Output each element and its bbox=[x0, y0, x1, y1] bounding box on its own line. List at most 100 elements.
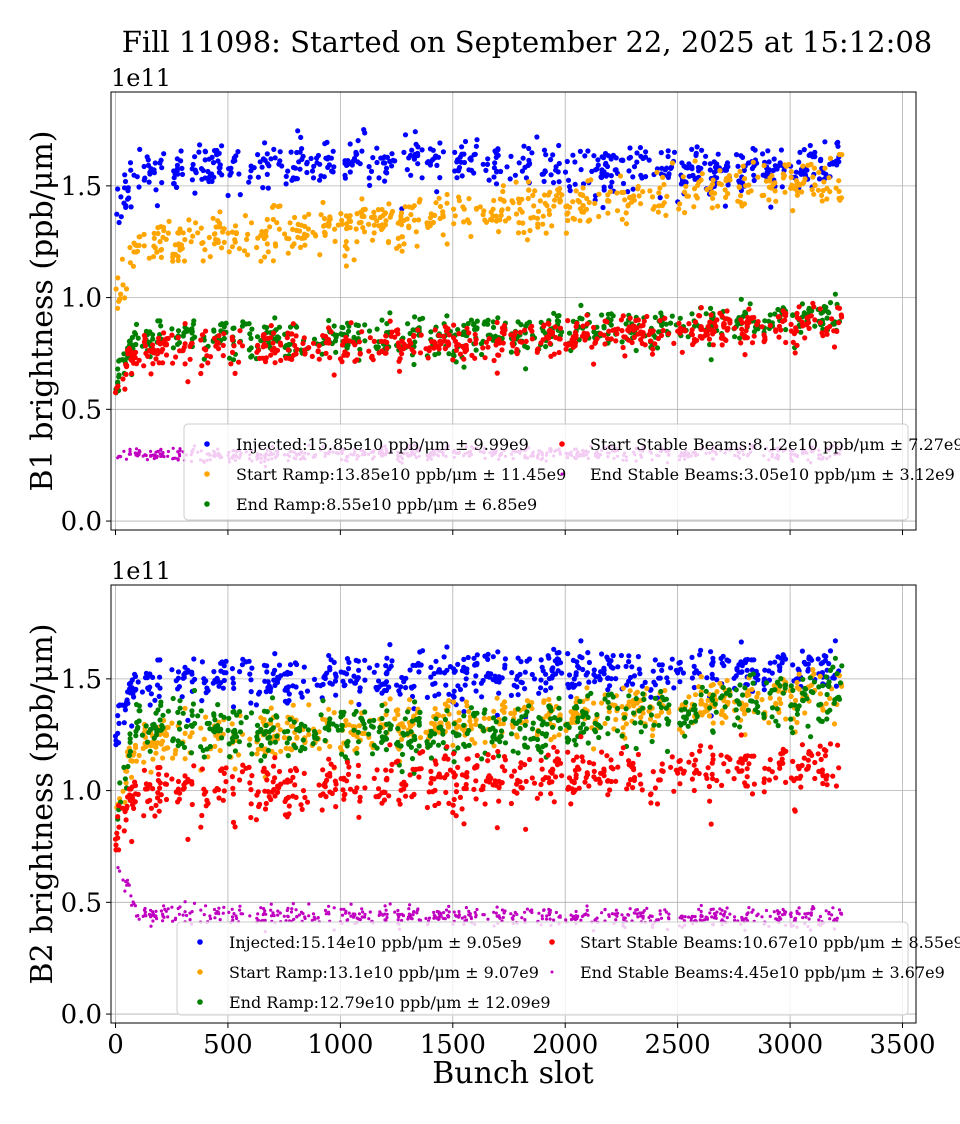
data-point bbox=[710, 656, 715, 661]
data-point bbox=[362, 678, 367, 683]
data-point bbox=[255, 343, 260, 348]
data-point bbox=[374, 146, 379, 151]
data-point bbox=[233, 766, 238, 771]
data-point bbox=[549, 667, 554, 672]
data-point bbox=[302, 746, 307, 751]
data-point bbox=[370, 354, 375, 359]
data-point bbox=[556, 718, 561, 723]
data-point bbox=[768, 205, 773, 210]
data-point bbox=[666, 331, 671, 336]
data-point bbox=[379, 682, 384, 687]
data-point bbox=[389, 151, 394, 156]
data-point bbox=[230, 350, 235, 355]
data-point bbox=[656, 723, 661, 728]
data-point bbox=[580, 193, 585, 198]
data-point bbox=[435, 712, 440, 717]
data-point bbox=[302, 665, 307, 670]
data-point bbox=[788, 717, 793, 722]
data-point bbox=[810, 667, 815, 672]
data-point bbox=[270, 695, 275, 700]
data-point bbox=[473, 722, 478, 727]
data-point bbox=[133, 249, 138, 254]
data-point bbox=[131, 353, 136, 358]
data-point bbox=[766, 197, 771, 202]
data-point bbox=[433, 327, 438, 332]
data-point bbox=[690, 327, 695, 332]
data-point bbox=[265, 217, 270, 222]
data-point bbox=[595, 157, 600, 162]
data-point bbox=[437, 196, 442, 201]
data-point bbox=[437, 667, 442, 672]
data-point bbox=[388, 319, 393, 324]
data-point bbox=[451, 730, 456, 735]
data-point bbox=[278, 749, 283, 754]
data-point bbox=[516, 706, 521, 711]
data-point bbox=[301, 737, 306, 742]
data-point bbox=[749, 316, 754, 321]
data-point bbox=[397, 220, 402, 225]
data-point bbox=[122, 172, 127, 177]
data-point bbox=[405, 321, 410, 326]
data-point bbox=[536, 691, 541, 696]
data-point bbox=[294, 347, 299, 352]
data-point bbox=[127, 245, 132, 250]
data-point bbox=[352, 257, 357, 262]
data-point bbox=[405, 709, 410, 714]
data-point bbox=[282, 735, 287, 740]
data-point bbox=[199, 698, 204, 703]
data-point bbox=[157, 160, 162, 165]
data-point bbox=[621, 334, 626, 339]
data-point bbox=[371, 215, 376, 220]
data-point bbox=[491, 654, 496, 659]
data-point bbox=[556, 190, 561, 195]
x-tick-label: 1500 bbox=[420, 1030, 486, 1060]
data-point bbox=[425, 805, 430, 810]
data-point bbox=[326, 707, 331, 712]
data-point bbox=[338, 356, 343, 361]
data-point bbox=[150, 342, 155, 347]
data-point bbox=[193, 169, 198, 174]
data-point bbox=[816, 170, 821, 175]
data-point bbox=[671, 685, 676, 690]
data-point bbox=[709, 822, 714, 827]
data-point bbox=[830, 675, 835, 680]
data-point bbox=[183, 731, 188, 736]
data-point bbox=[660, 662, 665, 667]
data-point bbox=[158, 239, 163, 244]
data-point bbox=[236, 171, 241, 176]
data-point bbox=[176, 676, 181, 681]
data-point bbox=[826, 684, 831, 689]
data-point bbox=[802, 147, 807, 152]
data-point bbox=[255, 723, 260, 728]
data-point bbox=[323, 233, 328, 238]
data-point bbox=[134, 702, 139, 707]
data-point bbox=[712, 320, 717, 325]
data-point bbox=[271, 147, 276, 152]
data-point bbox=[585, 148, 590, 153]
data-point bbox=[650, 733, 655, 738]
data-point bbox=[301, 236, 306, 241]
data-point bbox=[460, 668, 465, 673]
data-point bbox=[136, 184, 141, 189]
data-point bbox=[182, 675, 187, 680]
data-point bbox=[327, 744, 332, 749]
data-point bbox=[419, 662, 424, 667]
data-point bbox=[126, 195, 131, 200]
data-point bbox=[793, 350, 798, 355]
data-point bbox=[366, 349, 371, 354]
data-point bbox=[445, 241, 450, 246]
data-point bbox=[556, 696, 561, 701]
data-point bbox=[359, 210, 364, 215]
data-point bbox=[469, 168, 474, 173]
data-point bbox=[432, 352, 437, 357]
data-point bbox=[323, 738, 328, 743]
data-point bbox=[832, 721, 837, 726]
data-point bbox=[735, 164, 740, 169]
data-point bbox=[344, 226, 349, 231]
data-point bbox=[808, 162, 813, 167]
data-point bbox=[452, 759, 457, 764]
data-point bbox=[828, 300, 833, 305]
data-point bbox=[326, 757, 331, 762]
data-point bbox=[268, 740, 273, 745]
data-point bbox=[686, 724, 691, 729]
